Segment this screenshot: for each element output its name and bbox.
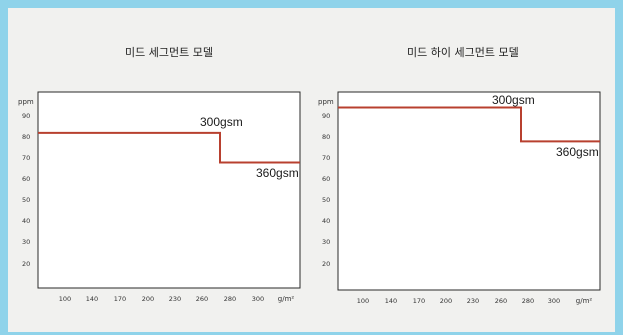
chart-1-annotation: 300gsm	[200, 115, 243, 129]
chart-2-xtick-label: g/m²	[576, 297, 593, 305]
chart-1-ytick-label: 80	[22, 133, 30, 141]
chart-1-xtick-label: 200	[142, 295, 154, 303]
chart-1-ytick-label: 90	[22, 112, 30, 120]
chart-1-xtick-label: 140	[86, 295, 98, 303]
chart-2-xtick-label: 280	[522, 297, 534, 305]
chart-1-ytick-label: 70	[22, 154, 30, 162]
chart-2-xtick-label: 300	[548, 297, 560, 305]
chart-2-xtick-label: 140	[385, 297, 397, 305]
chart-1-annotation: 360gsm	[256, 166, 299, 180]
chart-1-ytick-label: 60	[22, 175, 30, 183]
chart-2-annotation: 300gsm	[492, 93, 535, 107]
chart-2-ytick-label: 80	[322, 133, 330, 141]
chart-2-xtick-label: 170	[413, 297, 425, 305]
chart-2-xtick-label: 100	[357, 297, 369, 305]
chart-2-ytick-label: 40	[322, 217, 330, 225]
chart-2-annotation: 360gsm	[556, 145, 599, 159]
chart-1-xtick-label: g/m²	[278, 295, 295, 303]
chart-2-ytick-label: 50	[322, 196, 330, 204]
chart-1-ytick-label: 20	[22, 260, 30, 268]
chart-2-ytick-label: 60	[322, 175, 330, 183]
chart-1-xtick-label: 100	[59, 295, 71, 303]
chart-1-xtick-label: 260	[196, 295, 208, 303]
chart-2-xtick-label: 230	[467, 297, 479, 305]
chart-2-ylabel: ppm	[318, 98, 334, 106]
chart-2-ytick-label: 20	[322, 260, 330, 268]
chart-1-xtick-label: 170	[114, 295, 126, 303]
chart-2-ytick-label: 90	[322, 112, 330, 120]
chart-1-xtick-label: 300	[252, 295, 264, 303]
chart-1-ytick-label: 30	[22, 238, 30, 246]
chart-1-plot-area	[37, 91, 301, 289]
chart-1-ylabel: ppm	[18, 98, 34, 106]
chart-2-plot-area	[337, 91, 601, 291]
chart-1-ytick-label: 50	[22, 196, 30, 204]
chart-1-title: 미드 세그먼트 모델	[125, 46, 213, 59]
chart-2-xtick-label: 260	[495, 297, 507, 305]
chart-2-series-line	[338, 106, 600, 143]
chart-2-title: 미드 하이 세그먼트 모델	[407, 46, 519, 59]
chart-1-xtick-label: 280	[224, 295, 236, 303]
chart-2-ytick-label: 70	[322, 154, 330, 162]
chart-2-xtick-label: 200	[440, 297, 452, 305]
chart-1-xtick-label: 230	[169, 295, 181, 303]
chart-1-ytick-label: 40	[22, 217, 30, 225]
chart-1-series-line	[38, 131, 300, 164]
chart-2-ytick-label: 30	[322, 238, 330, 246]
